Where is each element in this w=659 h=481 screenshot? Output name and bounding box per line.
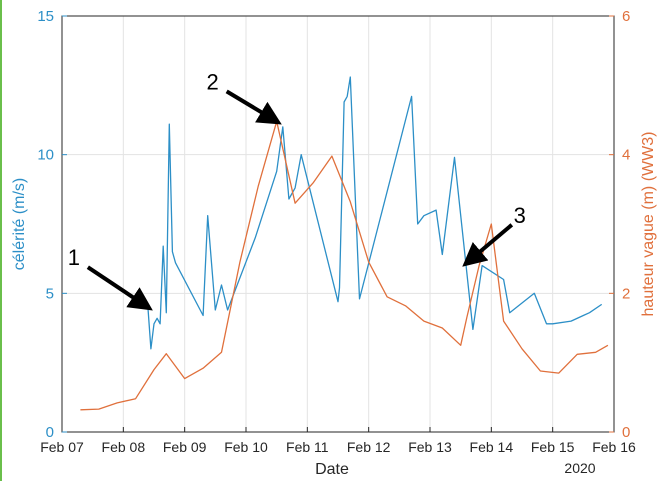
- x-tick-label: Feb 14: [470, 439, 514, 455]
- left-y-axis-label: célérité (m/s): [11, 178, 28, 270]
- x-tick-label: Feb 13: [408, 439, 452, 455]
- x-tick-label: Feb 16: [592, 439, 636, 455]
- x-tick-label: Feb 10: [224, 439, 268, 455]
- celerity-series-line: [147, 76, 603, 350]
- annotation-label: 2: [207, 69, 219, 94]
- plot-area-border: [61, 15, 615, 433]
- x-tick-label: Feb 12: [347, 439, 391, 455]
- annotation-arrow: [462, 223, 514, 267]
- right-y-axis-label: hauteur vague (m) (WW3): [640, 132, 657, 317]
- left-y-tick-label: 5: [46, 285, 54, 302]
- x-tick-label: Feb 08: [102, 439, 146, 455]
- annotation-label: 1: [68, 245, 80, 270]
- x-axis-label: Date: [315, 461, 349, 478]
- wave-height-series-line: [80, 120, 609, 411]
- year-label: 2020: [564, 460, 595, 476]
- left-y-tick-label: 15: [37, 8, 54, 25]
- right-y-tick-label: 4: [622, 147, 630, 164]
- annotation-arrow: [225, 89, 282, 125]
- x-tick-label: Feb 15: [531, 439, 575, 455]
- x-tick-label: Feb 09: [163, 439, 207, 455]
- right-y-tick-label: 0: [622, 424, 630, 441]
- annotation-label: 3: [514, 203, 526, 228]
- right-y-tick-label: 6: [622, 8, 630, 25]
- right-y-tick-label: 2: [622, 285, 630, 302]
- annotation-arrow: [86, 265, 153, 311]
- left-y-tick-label: 10: [37, 147, 54, 164]
- x-tick-label: Feb 11: [286, 439, 329, 455]
- left-y-tick-label: 0: [46, 424, 54, 441]
- x-tick-label: Feb 07: [40, 439, 84, 455]
